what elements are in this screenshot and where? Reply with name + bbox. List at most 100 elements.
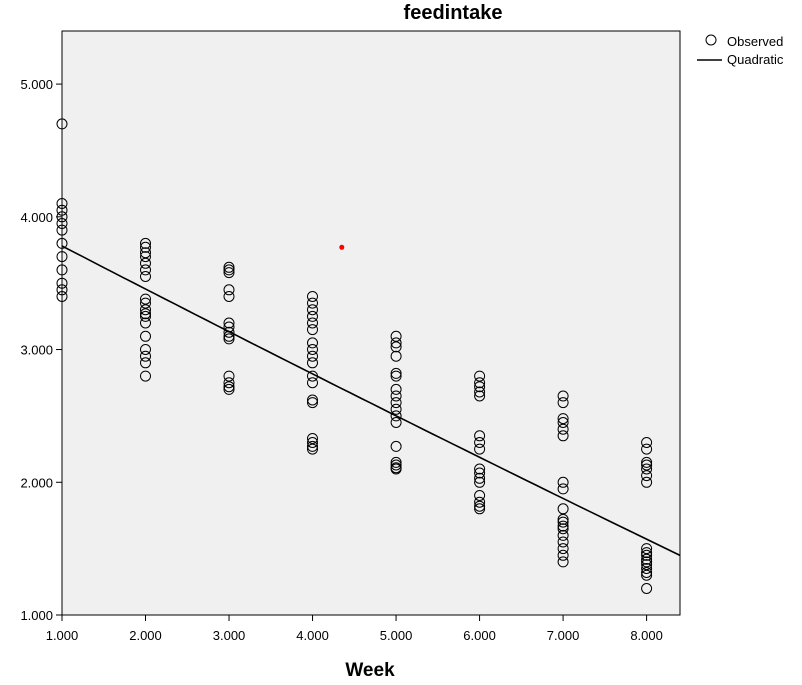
observed-point [223, 264, 235, 276]
observed-point [557, 523, 569, 535]
observed-point [390, 410, 402, 422]
observed-point [557, 417, 569, 428]
observed-point [641, 556, 653, 568]
observed-point [140, 237, 151, 249]
observed-point [641, 476, 653, 488]
observed-point [140, 350, 151, 362]
observed-point [474, 463, 486, 475]
observed-point [641, 583, 653, 594]
quadratic-fit-line [61, 245, 681, 557]
observed-point [140, 310, 151, 322]
observed-point [223, 284, 235, 296]
y-tick-label: 2.000 [20, 475, 53, 490]
observed-point [140, 293, 151, 305]
observed-point [307, 304, 318, 316]
annotation-layer [339, 244, 345, 250]
x-tick-label: 1.000 [46, 628, 79, 643]
observed-point [557, 503, 569, 515]
observed-point [223, 377, 235, 389]
observed-point [307, 317, 318, 329]
chart-title: feedintake [404, 2, 503, 24]
observed-point [474, 496, 486, 508]
observed-point [307, 357, 318, 369]
observed-point [390, 330, 402, 342]
x-axis: 1.000 2.000 3.000 4.000 5.000 6.000 7.000 8.000 [46, 615, 663, 643]
legend-observed-marker [705, 34, 717, 46]
x-tick-label: 8.000 [630, 628, 663, 643]
observed-point [56, 218, 68, 229]
observed-point [390, 397, 402, 409]
observed-point [56, 204, 68, 216]
observed-point [641, 463, 653, 475]
observed-point [307, 370, 318, 382]
observed-point [641, 569, 653, 581]
observed-point [557, 430, 569, 442]
observed-point [390, 456, 402, 468]
observed-point [140, 247, 151, 259]
observed-point [474, 490, 486, 501]
observed-point [557, 390, 569, 402]
observed-point [223, 326, 235, 338]
observed-point [307, 394, 318, 406]
observed-point [641, 549, 653, 561]
observed-point [641, 547, 653, 559]
observed-point [307, 291, 318, 302]
observed-point [307, 397, 318, 409]
x-axis-label: Week [345, 660, 395, 681]
observed-point [307, 440, 318, 452]
y-tick-label: 4.000 [20, 210, 53, 225]
legend: Observed Quadratic [697, 34, 784, 67]
observed-point [641, 456, 653, 468]
observed-point [140, 271, 151, 282]
observed-point [140, 357, 151, 369]
observed-point [557, 397, 569, 409]
observed-point [223, 383, 235, 395]
observed-point [474, 467, 486, 479]
observed-point [307, 443, 318, 455]
observed-point [641, 459, 653, 471]
observed-point [641, 553, 653, 565]
observed-point [223, 291, 235, 302]
observed-point [474, 503, 486, 515]
observed-point [140, 308, 151, 320]
observed-point [390, 440, 402, 452]
observed-point [140, 330, 151, 342]
observed-point [641, 559, 653, 571]
observed-point [223, 381, 235, 393]
observed-point [557, 536, 569, 548]
observed-point [56, 211, 68, 223]
observed-point [223, 330, 235, 342]
observed-point [557, 516, 569, 528]
observed-point [307, 350, 318, 362]
observed-point [474, 386, 486, 398]
y-tick-label: 1.000 [20, 608, 53, 623]
observed-point [223, 370, 235, 382]
observed-point [307, 324, 318, 336]
x-tick-label: 5.000 [380, 628, 413, 643]
fit-line-layer [61, 245, 681, 557]
observed-point [474, 437, 486, 448]
observed-point [140, 370, 151, 382]
observed-point [641, 543, 653, 555]
observed-point [557, 413, 569, 425]
y-axis: 1.000 2.000 3.000 4.000 5.000 [20, 77, 62, 623]
observed-point [307, 377, 318, 389]
observed-point [140, 297, 151, 309]
observed-point [307, 310, 318, 322]
observed-point [641, 437, 653, 448]
observed-point [641, 443, 653, 455]
observed-point [390, 463, 402, 475]
observed-point [390, 370, 402, 382]
observed-point [140, 304, 151, 316]
x-tick-label: 6.000 [463, 628, 496, 643]
observed-point [557, 556, 569, 568]
observed-point [56, 198, 68, 209]
y-tick-label: 5.000 [20, 77, 53, 92]
observed-point [307, 344, 318, 355]
observed-points-layer [56, 118, 653, 594]
observed-point [474, 500, 486, 512]
observed-point [390, 341, 402, 353]
observed-point [474, 443, 486, 455]
observed-point [641, 567, 653, 578]
observed-point [557, 483, 569, 495]
